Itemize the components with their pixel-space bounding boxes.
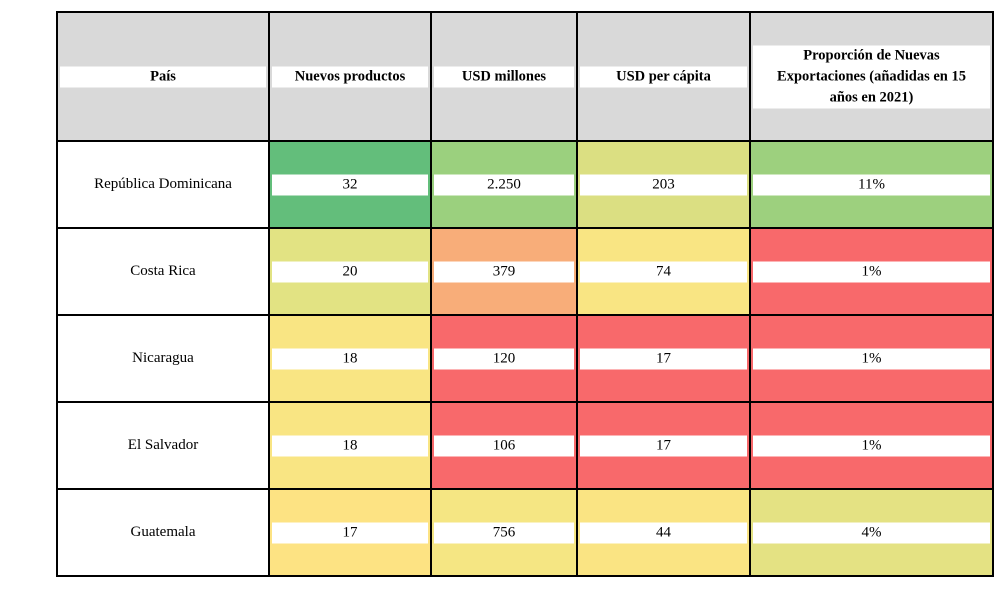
cell-value: 11% bbox=[753, 174, 990, 195]
header-label: País bbox=[60, 66, 266, 87]
country-cell: Nicaragua bbox=[56, 314, 270, 403]
header-new-exports-share: Proporción de Nuevas Exportaciones (añad… bbox=[749, 11, 994, 142]
cell-value: 1% bbox=[753, 348, 990, 369]
table-row: Guatemala 17 756 44 4% bbox=[56, 488, 994, 577]
heat-cell: 44 bbox=[576, 488, 751, 577]
header-new-products: Nuevos productos bbox=[268, 11, 432, 142]
table-row: Costa Rica 20 379 74 1% bbox=[56, 227, 994, 316]
heat-cell: 2.250 bbox=[430, 140, 578, 229]
header-label: USD per cápita bbox=[580, 66, 747, 87]
header-row: País Nuevos productos USD millones USD p… bbox=[56, 11, 994, 142]
heat-cell: 32 bbox=[268, 140, 432, 229]
header-line: años en 2021) bbox=[829, 89, 914, 105]
table-row: El Salvador 18 106 17 1% bbox=[56, 401, 994, 490]
heat-cell: 1% bbox=[749, 314, 994, 403]
heat-cell: 18 bbox=[268, 401, 432, 490]
heat-cell: 203 bbox=[576, 140, 751, 229]
cell-value: 44 bbox=[580, 522, 747, 543]
cell-value: 32 bbox=[272, 174, 428, 195]
header-usd-millions: USD millones bbox=[430, 11, 578, 142]
cell-value: 4% bbox=[753, 522, 990, 543]
header-line: Exportaciones (añadidas en 15 bbox=[777, 68, 966, 84]
heat-cell: 17 bbox=[576, 314, 751, 403]
cell-value: 74 bbox=[580, 261, 747, 282]
heat-cell: 4% bbox=[749, 488, 994, 577]
cell-value: 106 bbox=[434, 435, 574, 456]
heat-cell: 756 bbox=[430, 488, 578, 577]
heat-cell: 106 bbox=[430, 401, 578, 490]
heat-cell: 120 bbox=[430, 314, 578, 403]
cell-value: 18 bbox=[272, 348, 428, 369]
country-cell: Costa Rica bbox=[56, 227, 270, 316]
cell-value: 17 bbox=[580, 435, 747, 456]
heatmap-table: País Nuevos productos USD millones USD p… bbox=[56, 11, 994, 577]
header-label: USD millones bbox=[434, 66, 574, 87]
country-cell: Guatemala bbox=[56, 488, 270, 577]
cell-value: 756 bbox=[434, 522, 574, 543]
cell-value: 17 bbox=[272, 522, 428, 543]
heat-cell: 17 bbox=[268, 488, 432, 577]
cell-value: 379 bbox=[434, 261, 574, 282]
header-usd-per-capita: USD per cápita bbox=[576, 11, 751, 142]
table-row: República Dominicana 32 2.250 203 11% bbox=[56, 140, 994, 229]
heat-cell: 1% bbox=[749, 227, 994, 316]
cell-value: 1% bbox=[753, 435, 990, 456]
header-label: Nuevos productos bbox=[272, 66, 428, 87]
cell-value: 120 bbox=[434, 348, 574, 369]
cell-value: 2.250 bbox=[434, 174, 574, 195]
table-row: Nicaragua 18 120 17 1% bbox=[56, 314, 994, 403]
header-country: País bbox=[56, 11, 270, 142]
heat-cell: 74 bbox=[576, 227, 751, 316]
cell-value: 1% bbox=[753, 261, 990, 282]
cell-value: 18 bbox=[272, 435, 428, 456]
cell-value: 203 bbox=[580, 174, 747, 195]
header-line: Proporción de Nuevas bbox=[803, 47, 940, 63]
heat-cell: 20 bbox=[268, 227, 432, 316]
heat-cell: 379 bbox=[430, 227, 578, 316]
heat-cell: 18 bbox=[268, 314, 432, 403]
heat-cell: 1% bbox=[749, 401, 994, 490]
heat-cell: 11% bbox=[749, 140, 994, 229]
cell-value: 17 bbox=[580, 348, 747, 369]
country-cell: República Dominicana bbox=[56, 140, 270, 229]
country-cell: El Salvador bbox=[56, 401, 270, 490]
cell-value: 20 bbox=[272, 261, 428, 282]
heat-cell: 17 bbox=[576, 401, 751, 490]
header-label-multiline: Proporción de Nuevas Exportaciones (añad… bbox=[753, 45, 990, 108]
